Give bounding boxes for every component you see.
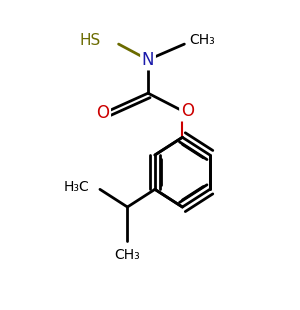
Text: H₃C: H₃C: [63, 180, 89, 194]
Text: HS: HS: [80, 33, 101, 48]
Text: O: O: [181, 102, 194, 120]
Text: CH₃: CH₃: [115, 248, 140, 262]
Text: CH₃: CH₃: [189, 33, 215, 47]
Text: O: O: [96, 104, 110, 122]
Text: N: N: [142, 51, 154, 69]
